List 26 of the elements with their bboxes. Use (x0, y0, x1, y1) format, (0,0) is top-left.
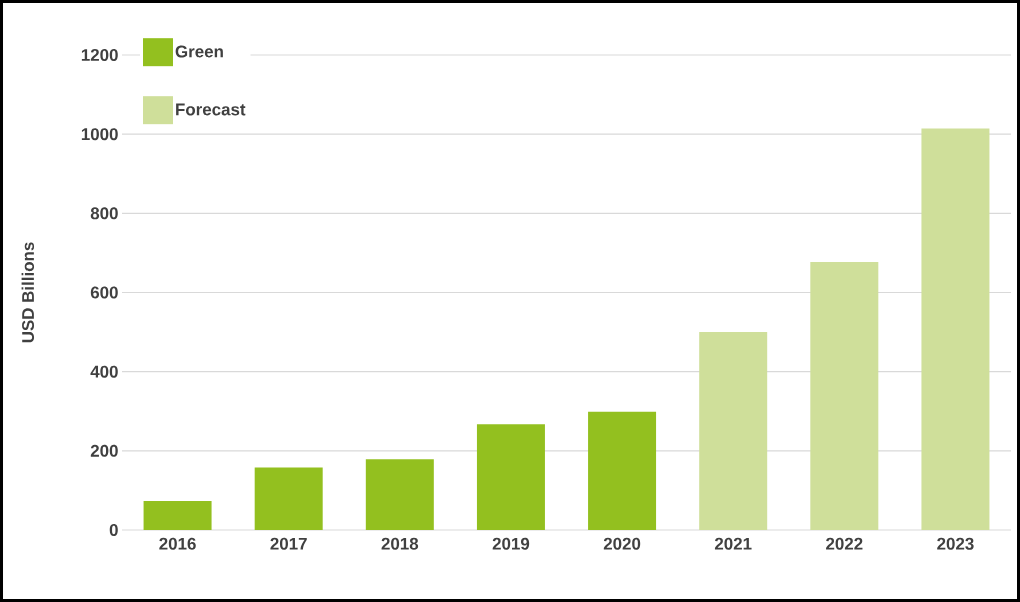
x-tick-label: 2020 (603, 537, 641, 550)
y-tick-label: 0 (109, 523, 118, 536)
y-tick-label: 800 (90, 207, 118, 220)
legend-label: Green (175, 45, 223, 58)
x-tick-label: 2023 (937, 537, 974, 550)
y-tick-label: 200 (90, 444, 118, 457)
bar (476, 424, 545, 530)
y-tick-label: 1000 (81, 128, 118, 141)
bar (921, 128, 990, 530)
y-axis-title: USD Billions (21, 242, 35, 343)
x-tick-label: 2017 (270, 537, 307, 550)
legend-label: Forecast (176, 103, 246, 116)
x-tick-label: 2019 (492, 537, 530, 550)
y-tick-label: 600 (90, 286, 118, 299)
bar (810, 262, 879, 530)
x-tick-label: 2022 (826, 537, 863, 550)
bar (588, 411, 657, 530)
bar (254, 467, 323, 530)
x-tick-label: 2018 (381, 537, 419, 550)
y-tick-label: 1200 (81, 48, 118, 61)
x-tick-label: 2016 (159, 537, 196, 550)
bar (143, 501, 212, 530)
x-tick-label: 2021 (714, 537, 752, 550)
bar (699, 332, 768, 530)
bar (365, 459, 434, 530)
y-tick-label: 400 (90, 365, 118, 378)
